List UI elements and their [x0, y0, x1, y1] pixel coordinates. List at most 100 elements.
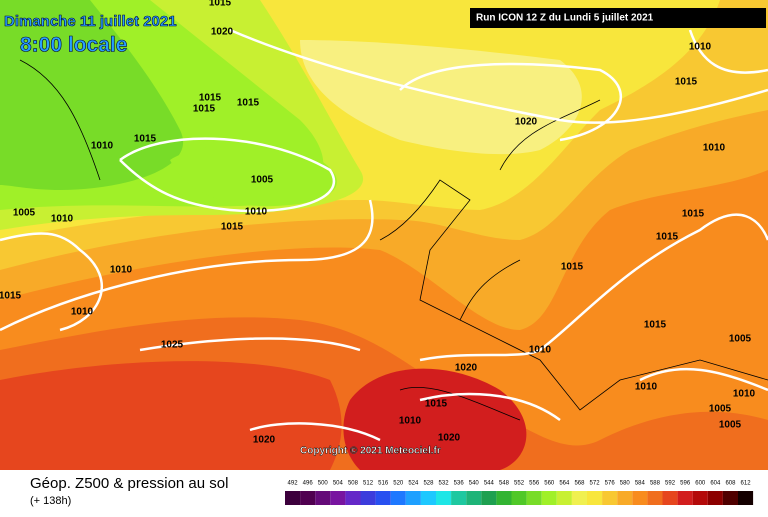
scale-swatch: [647, 491, 663, 505]
scale-label: 524: [408, 481, 419, 487]
scale-swatch: [360, 491, 376, 505]
isobar-label: 1015: [221, 222, 244, 233]
isobar-label: 1010: [635, 382, 658, 393]
scale-swatch: [662, 491, 678, 505]
scale-swatch: [390, 491, 406, 505]
scale-swatch: [587, 491, 603, 505]
isobar-label: 1020: [455, 363, 478, 374]
field-low: [170, 145, 337, 207]
scale-label: 552: [514, 481, 525, 487]
scale-label: 528: [423, 481, 434, 487]
scale-label: 584: [635, 481, 646, 487]
scale-swatch: [285, 491, 301, 505]
isobar-label: 1005: [13, 208, 36, 219]
map-subtitle: 8:00 locale: [20, 34, 127, 57]
isobar-label: 1010: [91, 141, 114, 152]
isobar: [0, 28, 768, 442]
scale-swatch: [677, 491, 693, 505]
scale-label: 548: [499, 481, 510, 487]
isobar-label: 1010: [529, 345, 552, 356]
isobar-label: 1015: [209, 0, 232, 9]
isobar-label: 1010: [733, 389, 756, 400]
isobar-label: 1015: [644, 320, 667, 331]
isobar-label: 1015: [656, 232, 679, 243]
isobar-label: 1005: [719, 420, 742, 431]
field-592: [0, 361, 342, 470]
scale-label: 600: [695, 481, 706, 487]
scale-swatch: [375, 491, 391, 505]
isobar-label: 1010: [110, 265, 133, 276]
scale-swatch: [436, 491, 452, 505]
scale-label: 604: [710, 481, 721, 487]
scale-label: 516: [378, 481, 389, 487]
scale-swatch: [481, 491, 497, 505]
scale-label: 520: [393, 481, 404, 487]
scale-label: 608: [725, 481, 736, 487]
product-label: Géop. Z500 & pression au sol: [30, 475, 228, 492]
scale-label: 500: [318, 481, 329, 487]
isobar-label: 1010: [51, 214, 74, 225]
isobar-label: 1005: [709, 404, 732, 415]
scale-label: 564: [559, 481, 570, 487]
scale-swatch: [300, 491, 316, 505]
isobar-label: 1020: [438, 433, 461, 444]
scale-label: 536: [454, 481, 465, 487]
isobar-label: 1015: [675, 77, 698, 88]
isobar-label: 1015: [193, 104, 216, 115]
scale-swatch: [466, 491, 482, 505]
field-556: [0, 0, 184, 190]
isobar-label: 1020: [253, 435, 276, 446]
scale-swatch: [707, 491, 723, 505]
scale-label: 588: [650, 481, 661, 487]
scale-swatch: [420, 491, 436, 505]
scale-swatch: [451, 491, 467, 505]
isobar-label: 1015: [0, 291, 22, 302]
scale-label: 580: [620, 481, 631, 487]
coastline: [19, 59, 768, 421]
scale-label: 508: [348, 481, 359, 487]
scale-swatch: [345, 491, 361, 505]
map-title: Dimanche 11 juillet 2021: [4, 13, 177, 30]
scale-swatch: [692, 491, 708, 505]
isobar-label: 1010: [399, 416, 422, 427]
scale-label: 612: [741, 481, 752, 487]
isobar-label: 1015: [425, 399, 448, 410]
scale-swatch: [496, 491, 512, 505]
scale-swatch: [722, 491, 738, 505]
isobar-label: 1015: [682, 209, 705, 220]
isobar-label: 1015: [237, 98, 260, 109]
scale-label: 576: [605, 481, 616, 487]
scale-label: 492: [288, 481, 299, 487]
lead-label: (+ 138h): [30, 495, 71, 507]
scale-label: 568: [574, 481, 585, 487]
run-label: Run ICON 12 Z du Lundi 5 juillet 2021: [476, 13, 654, 24]
scale-label: 540: [469, 481, 480, 487]
scale-swatch: [526, 491, 542, 505]
scale-swatch: [738, 491, 754, 505]
isobar-label: 1015: [561, 262, 584, 273]
scale-label: 596: [680, 481, 691, 487]
copyright: Copyright © 2021 Meteociel.fr: [300, 446, 441, 457]
isobar-label: 1005: [251, 175, 274, 186]
scale-label: 532: [439, 481, 450, 487]
scale-swatch: [602, 491, 618, 505]
scale-label: 592: [665, 481, 676, 487]
scale-swatch: [541, 491, 557, 505]
scale-swatch: [632, 491, 648, 505]
isobar-label: 1010: [245, 207, 268, 218]
isobar-label: 1015: [199, 93, 222, 104]
scale-label: 496: [303, 481, 314, 487]
scale-swatch: [556, 491, 572, 505]
isobar-label: 1010: [689, 42, 712, 53]
scale-label: 572: [590, 481, 601, 487]
isobar-label: 1025: [161, 340, 184, 351]
isobar-label: 1015: [134, 134, 157, 145]
scale-label: 504: [333, 481, 344, 487]
isobar-label: 1020: [211, 27, 234, 38]
isobar-label: 1010: [703, 143, 726, 154]
scale-swatch: [405, 491, 421, 505]
field-572: [300, 40, 582, 155]
scale-label: 512: [363, 481, 374, 487]
